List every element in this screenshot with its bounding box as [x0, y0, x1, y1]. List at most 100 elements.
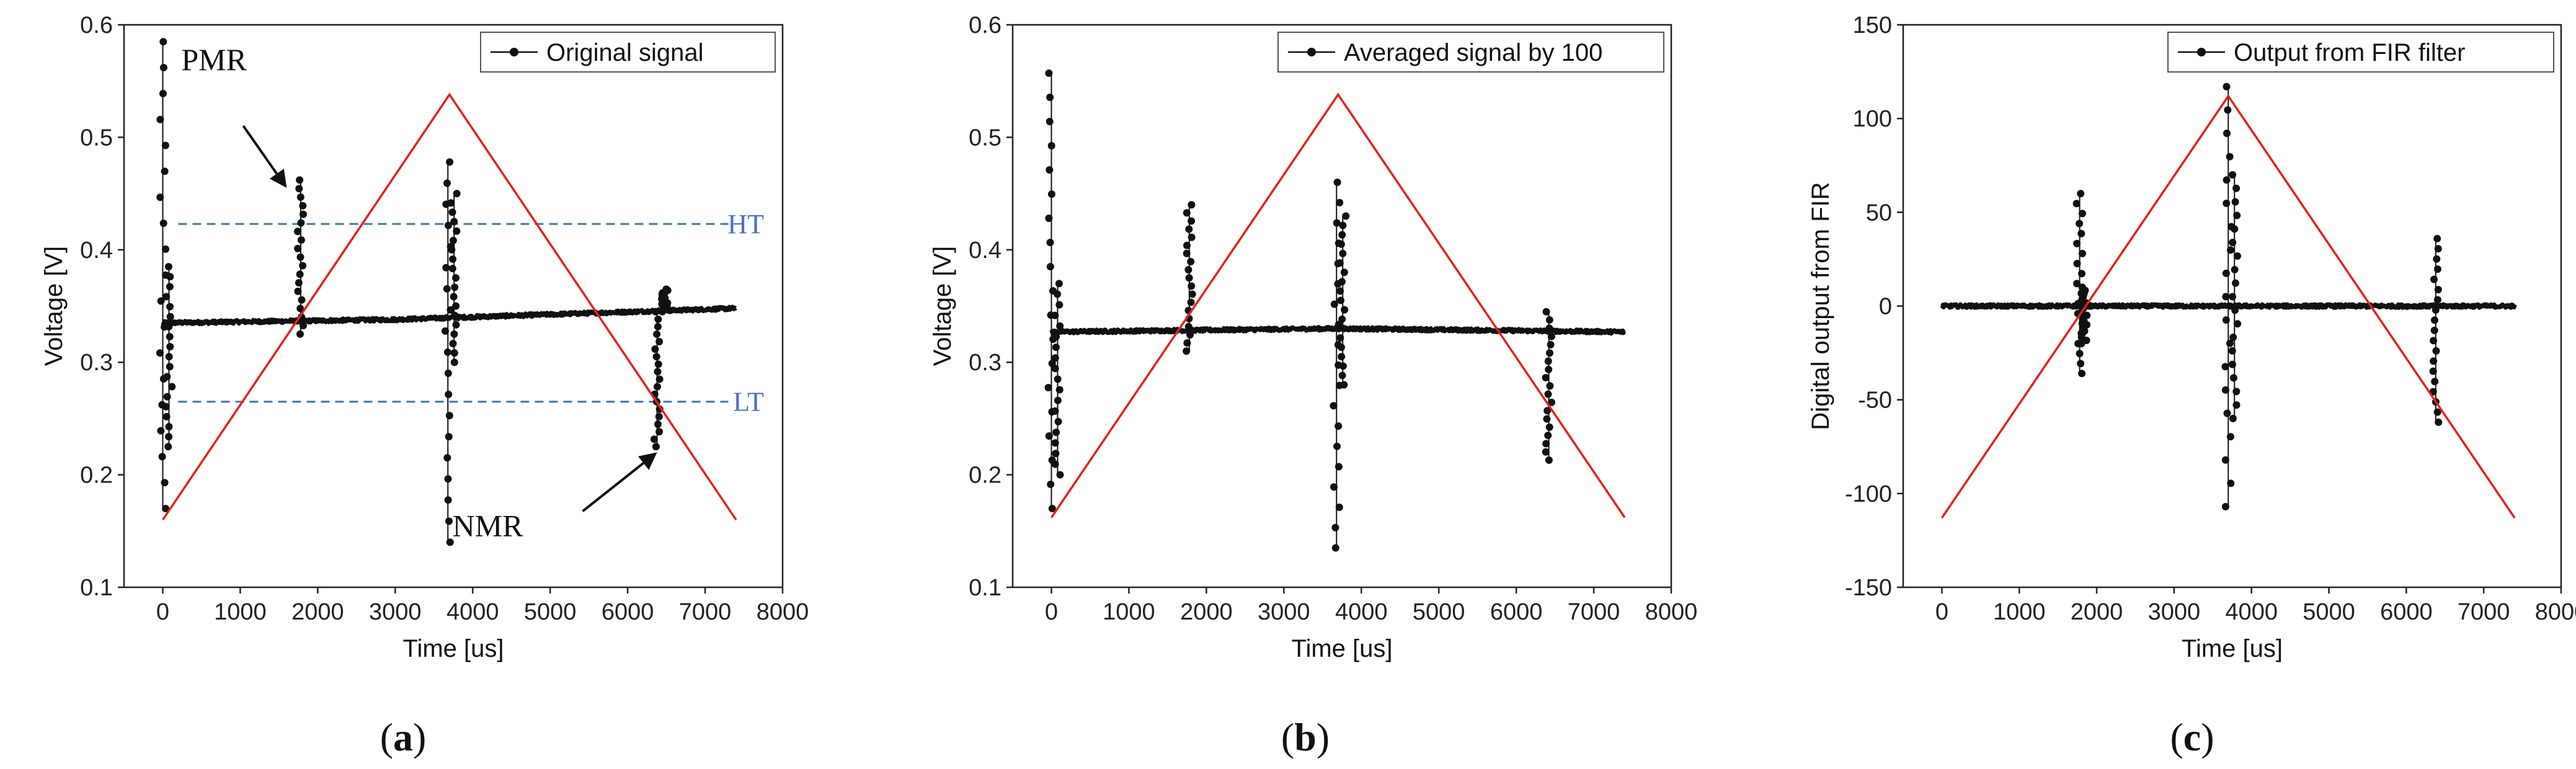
signal-point	[2083, 311, 2091, 319]
legend-marker	[2197, 48, 2206, 56]
signal-point	[2431, 378, 2439, 386]
x-tick-label: 8000	[757, 599, 809, 625]
signal-point	[1047, 190, 1055, 198]
signal-point	[1333, 442, 1341, 450]
plot-frame	[1011, 24, 1672, 589]
panel-caption: (c)	[2170, 715, 2214, 759]
signal-point	[2076, 220, 2084, 228]
signal-point	[655, 412, 663, 420]
y-tick-label: 100	[1853, 106, 1892, 132]
signal-point	[1330, 483, 1338, 491]
signal-point	[2078, 370, 2086, 378]
x-tick-label: 5000	[1413, 599, 1465, 625]
signal-point	[2079, 249, 2086, 257]
y-tick-label: -150	[1845, 575, 1892, 601]
signal-point	[445, 433, 453, 441]
signal-point	[452, 321, 460, 329]
signal-point	[1188, 282, 1196, 290]
annotation-nmr: NMR	[453, 508, 524, 543]
signal-point	[2232, 401, 2241, 409]
legend-label: Averaged signal by 100	[1344, 39, 1602, 66]
signal-point	[2223, 409, 2231, 417]
signal-point	[165, 322, 173, 331]
signal-point	[1187, 298, 1195, 306]
panel-caption-letter: c	[2183, 715, 2201, 759]
signal-point	[162, 412, 171, 420]
signal-point	[650, 435, 658, 443]
y-tick-label: 0.6	[80, 12, 113, 38]
panel-caption: (a)	[380, 715, 427, 759]
y-tick-label: 0.5	[80, 125, 113, 151]
signal-point	[2223, 199, 2231, 207]
signal-point	[2231, 225, 2239, 233]
signal-point	[1185, 225, 1193, 233]
signal-point	[655, 375, 664, 383]
signal-point	[445, 412, 453, 420]
signal-point	[445, 221, 452, 229]
signal-point	[163, 373, 171, 381]
signal-point	[162, 505, 170, 512]
signal-point	[1338, 371, 1346, 380]
reference-ramp-line	[1940, 94, 2516, 519]
signal-spike-points	[1336, 212, 1350, 389]
signal-point	[296, 193, 304, 201]
signal-point	[295, 279, 303, 287]
panel-caption-letter: a	[393, 715, 413, 759]
y-tick-label: 0.4	[80, 238, 113, 264]
signal-point	[161, 479, 169, 487]
signal-point	[2227, 479, 2235, 487]
y-tick-label: 50	[1866, 200, 1892, 226]
signal-point	[2221, 503, 2229, 510]
signal-point	[1045, 215, 1053, 222]
signal-point	[2231, 306, 2239, 314]
panel-a: 0 1000 2000 3000 4000 5000 6000 7000 8000 0.1 0.2 0…	[40, 12, 809, 759]
signal-point	[2429, 367, 2437, 375]
plot-area	[1044, 69, 1627, 552]
signal-point	[446, 538, 454, 546]
signal-point	[652, 443, 660, 451]
signal-point	[1338, 278, 1346, 286]
plot-area	[156, 38, 738, 546]
signal-point	[654, 420, 662, 428]
signal-point	[1543, 415, 1551, 423]
signal-point	[442, 327, 449, 335]
signal-point	[1184, 322, 1193, 331]
y-tick-label: 0.3	[969, 350, 1002, 376]
signal-point	[2430, 357, 2438, 365]
signal-point	[2229, 414, 2237, 422]
signal-point	[1052, 450, 1060, 458]
signal-point	[159, 38, 167, 46]
signal-spike-points	[2077, 283, 2091, 347]
signal-point	[1052, 332, 1060, 340]
signal-spike-points	[1051, 280, 1064, 479]
legend-label: Original signal	[546, 39, 703, 66]
legend-box	[2167, 32, 2554, 73]
signal-point	[1546, 349, 1553, 357]
signal-point	[2430, 326, 2438, 334]
signal-point	[159, 220, 167, 227]
signal-point	[1545, 365, 1553, 373]
signal-spike-points	[1183, 201, 1196, 355]
signal-point	[296, 270, 304, 278]
signal-point	[297, 236, 305, 244]
signal-point	[296, 330, 304, 338]
signal-point	[1046, 166, 1054, 174]
x-tick-label: 8000	[2535, 599, 2576, 625]
y-tick-label: 0	[1879, 294, 1892, 320]
signal-point	[157, 297, 165, 305]
signal-point	[164, 443, 172, 451]
signal-baseline	[1049, 324, 1627, 336]
signal-point	[1542, 440, 1550, 448]
plot-frame	[123, 24, 784, 589]
x-tick-label: 7000	[1568, 599, 1620, 625]
signal-spike-points	[162, 263, 176, 451]
x-tick-label: 5000	[524, 599, 577, 625]
signal-point	[299, 202, 307, 210]
plot-area	[1940, 82, 2517, 519]
x-tick-label: 4000	[1335, 599, 1388, 625]
x-tick-label: 3000	[369, 599, 422, 625]
annotation-arrow-shaft	[582, 462, 644, 512]
y-tick-label: 0.2	[80, 463, 113, 489]
signal-point	[1339, 324, 1348, 332]
signal-point	[1331, 523, 1339, 531]
